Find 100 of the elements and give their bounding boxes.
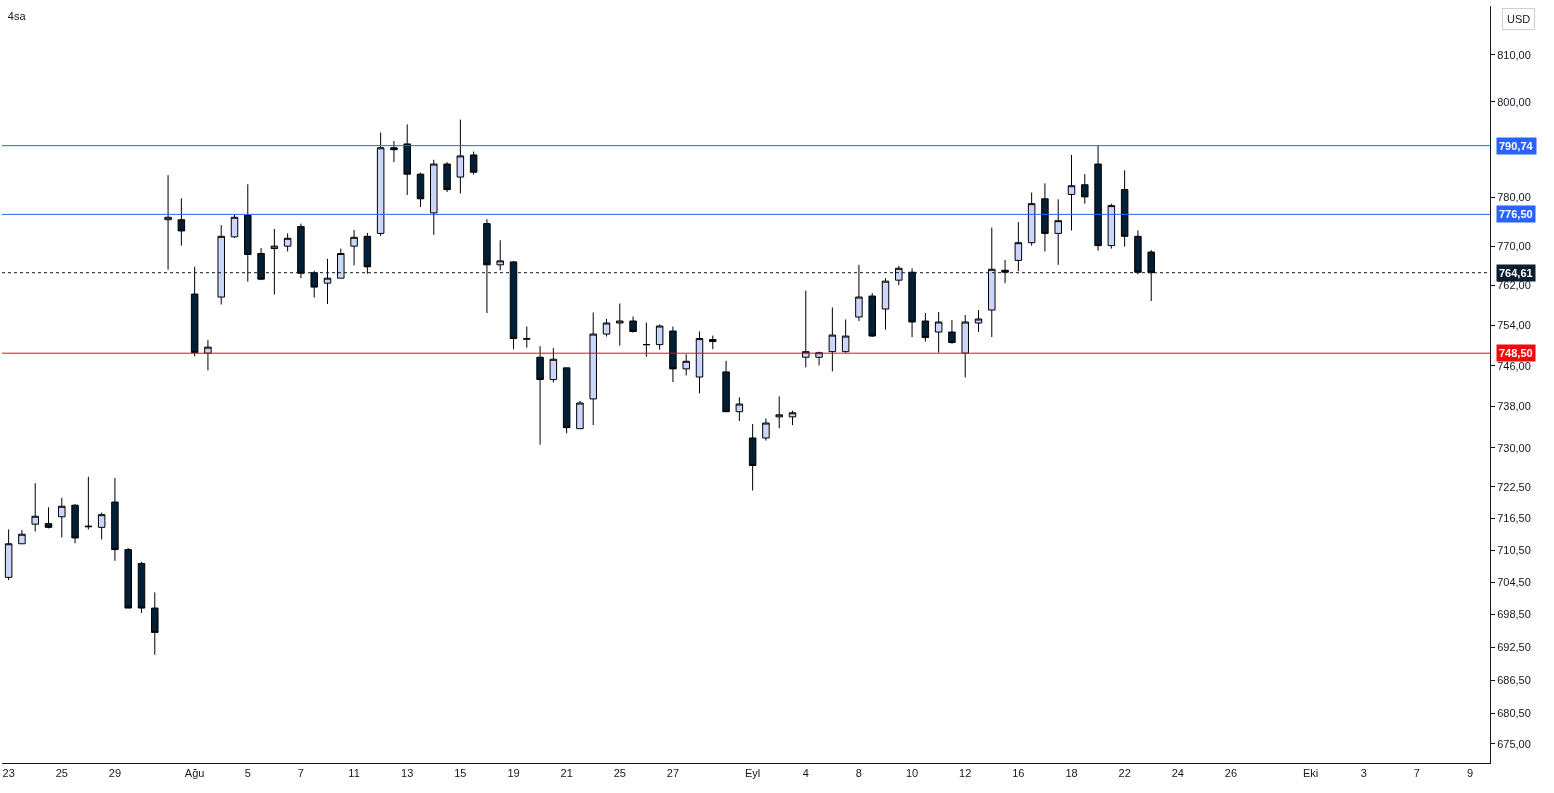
candlestick bbox=[124, 547, 132, 609]
candlestick bbox=[44, 506, 53, 529]
candlestick bbox=[762, 417, 770, 442]
candlestick bbox=[775, 395, 783, 429]
text: USD bbox=[1507, 13, 1531, 25]
candlestick bbox=[31, 482, 39, 533]
candlestick bbox=[1094, 145, 1102, 252]
candlestick bbox=[788, 410, 797, 426]
y-tick-label: 754,00 bbox=[1497, 319, 1531, 332]
x-tick-label: 11 bbox=[348, 767, 360, 780]
candlestick bbox=[974, 309, 983, 333]
ref-line-label: 790,74 bbox=[1499, 140, 1534, 152]
candlestick bbox=[71, 503, 79, 544]
candlestick bbox=[642, 322, 651, 358]
y-tick-label: 716,50 bbox=[1497, 512, 1531, 525]
candlestick bbox=[948, 319, 956, 345]
candlestick bbox=[430, 159, 438, 236]
candlestick bbox=[934, 311, 943, 354]
candlestick bbox=[350, 229, 358, 266]
y-tick-label: 780,00 bbox=[1497, 191, 1531, 204]
x-tick-label: 25 bbox=[55, 767, 68, 780]
candlestick bbox=[1107, 203, 1116, 250]
x-tick-label: 7 bbox=[297, 767, 304, 780]
y-tick-label: 704,50 bbox=[1497, 576, 1531, 589]
candlestick bbox=[855, 264, 863, 322]
y-tick-label: 680,50 bbox=[1497, 707, 1531, 720]
x-tick-label: 9 bbox=[1467, 767, 1474, 780]
candlestick bbox=[456, 119, 465, 194]
y-tick-label: 710,50 bbox=[1497, 544, 1531, 556]
candlestick bbox=[84, 476, 93, 530]
x-tick-label: 29 bbox=[108, 767, 122, 780]
candlestick bbox=[655, 324, 664, 351]
x-tick-label: 7 bbox=[1413, 767, 1420, 780]
candlestick bbox=[828, 307, 837, 372]
candlestick bbox=[1081, 173, 1089, 205]
x-tick-label: 15 bbox=[454, 767, 467, 780]
y-tick-label: 698,50 bbox=[1497, 608, 1531, 621]
candlestick bbox=[709, 335, 717, 350]
candlestick bbox=[1120, 169, 1129, 248]
y-tick-label: 810,00 bbox=[1497, 48, 1531, 61]
x-tick-label: 10 bbox=[905, 767, 919, 780]
candlestick bbox=[376, 131, 385, 237]
x-tick-label: Ağu bbox=[184, 767, 205, 780]
candlestick bbox=[1067, 154, 1076, 231]
x-tick-label: 21 bbox=[560, 767, 573, 780]
candlestick bbox=[204, 339, 212, 371]
y-tick-label: 746,00 bbox=[1497, 359, 1531, 372]
x-tick-label: 4 bbox=[802, 767, 809, 780]
y-tick-label: 722,50 bbox=[1497, 480, 1531, 493]
candlestick bbox=[97, 512, 106, 541]
y-tick-label: 738,00 bbox=[1497, 400, 1531, 413]
candlestick bbox=[682, 353, 690, 376]
x-tick-label: 5 bbox=[244, 767, 251, 780]
y-tick-label: 730,00 bbox=[1497, 441, 1531, 454]
y-tick-label: 692,50 bbox=[1497, 641, 1531, 653]
x-tick-label: 12 bbox=[959, 767, 972, 780]
candlestick bbox=[549, 347, 558, 384]
x-tick-label: 3 bbox=[1360, 767, 1367, 780]
candlestick bbox=[337, 248, 345, 279]
candlestick bbox=[562, 367, 571, 434]
candlestick bbox=[921, 312, 930, 343]
candlestick bbox=[390, 140, 398, 163]
x-tick-label: 8 bbox=[855, 767, 862, 780]
candlestick bbox=[469, 151, 478, 176]
candlestick bbox=[602, 318, 611, 338]
candlestick bbox=[496, 239, 504, 271]
candlestick bbox=[323, 258, 332, 305]
candlestick bbox=[695, 331, 704, 394]
candlestick bbox=[881, 277, 890, 331]
candlestick bbox=[58, 497, 66, 538]
candlestick bbox=[4, 528, 13, 581]
candlestick bbox=[270, 228, 279, 296]
candlestick bbox=[868, 292, 876, 338]
x-tick-label: 26 bbox=[1224, 767, 1238, 780]
candlestick bbox=[177, 197, 186, 247]
y-tick-label: 800,00 bbox=[1497, 95, 1531, 108]
ref-line-label: 776,50 bbox=[1499, 208, 1533, 220]
candlestick bbox=[151, 591, 159, 656]
candlestick bbox=[1054, 198, 1062, 266]
candlestick bbox=[722, 360, 730, 413]
candlestick bbox=[18, 529, 26, 545]
candlestick bbox=[841, 319, 850, 354]
y-tick-label: 770,00 bbox=[1497, 239, 1531, 252]
candlestick bbox=[416, 172, 425, 208]
candlestick bbox=[523, 326, 531, 349]
x-tick-label: Eki bbox=[1303, 767, 1319, 780]
y-tick-label: 675,00 bbox=[1497, 737, 1531, 750]
x-tick-label: 13 bbox=[401, 767, 414, 780]
x-tick-label: 27 bbox=[666, 767, 680, 780]
y-tick-label: 686,50 bbox=[1497, 673, 1531, 686]
candlestick bbox=[895, 265, 903, 286]
ref-line-label: 764,61 bbox=[1499, 267, 1533, 279]
x-tick-label: 19 bbox=[507, 767, 520, 780]
candlestick bbox=[735, 396, 744, 422]
x-tick-label: 23 bbox=[2, 767, 15, 780]
x-tick-label: 24 bbox=[1171, 767, 1184, 780]
candlestick bbox=[230, 213, 239, 239]
candlestick bbox=[111, 477, 119, 562]
x-tick-label: Eyl bbox=[745, 767, 761, 780]
x-tick-label: 25 bbox=[613, 767, 626, 780]
